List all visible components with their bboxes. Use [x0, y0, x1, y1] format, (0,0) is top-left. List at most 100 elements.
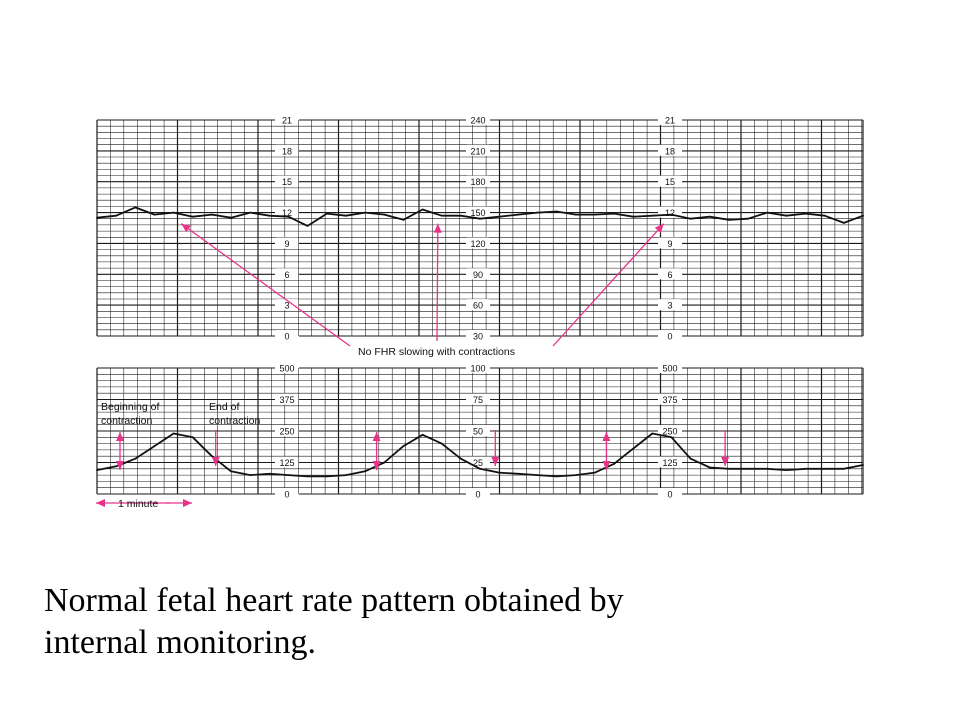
uc-tick-label: 0 [284, 490, 289, 500]
fhr-tick-label: 180 [470, 177, 485, 187]
fhr-trace-point [689, 217, 692, 220]
fhr-trace-point [823, 214, 826, 217]
fhr-trace-point [766, 211, 769, 214]
uc-trace-point [594, 471, 596, 474]
fhr-trace-point [804, 212, 807, 215]
fhr-tick-label-bg [467, 114, 489, 125]
fhr-trace-point [345, 214, 347, 217]
uc-tick-label-bg [659, 425, 681, 436]
fhr-tick-label-bg [467, 144, 489, 156]
fhr-annotation-arrow-head [181, 223, 191, 233]
uc-trace-point [728, 467, 730, 470]
fhr-tick-label-bg [467, 268, 489, 280]
fhr-trace-point [306, 225, 309, 227]
fhr-tick-label: 6 [284, 270, 289, 280]
contraction-begin-arrow-head [116, 432, 124, 441]
fhr-tick-label: 21 [282, 116, 292, 126]
fhr-tick-label-bg [276, 299, 298, 311]
fhr-trace-point [728, 218, 730, 221]
uc-trace-point [96, 469, 98, 471]
fhr-tick-label-bg [659, 144, 681, 156]
fhr-trace-point [498, 215, 501, 218]
fhr-tick-label-bg [659, 299, 681, 311]
uc-trace-point [498, 471, 501, 474]
fhr-tick-label: 18 [282, 146, 292, 156]
uc-tick-label-bg [276, 393, 298, 405]
uc-trace-point [651, 432, 654, 435]
uc-tick-label-bg [467, 425, 489, 436]
fhr-tick-label: 60 [473, 301, 483, 311]
uc-tick-label: 75 [473, 395, 483, 405]
fhr-trace-point [459, 214, 462, 217]
fhr-tick-label-bg [467, 206, 489, 218]
fhr-trace-point [115, 214, 118, 217]
fhr-tick-label-bg [467, 175, 489, 187]
uc-trace-point [785, 469, 788, 471]
uc-trace-point [440, 442, 443, 445]
fhr-trace-point [747, 217, 749, 220]
fhr-trace-point [402, 218, 405, 221]
time-scale-label: 1 minute [118, 498, 158, 510]
fhr-tick-label: 210 [470, 146, 485, 156]
fhr-trace-point [421, 208, 424, 211]
uc-tick-label: 500 [279, 364, 294, 374]
fhr-tick-label-bg [659, 237, 681, 249]
fhr-tick-label-bg [467, 330, 489, 341]
uc-trace-point [708, 466, 711, 469]
uc-tick-label-bg [276, 425, 298, 436]
fhr-trace-point [708, 215, 711, 218]
uc-trace-point [172, 432, 175, 435]
uc-trace-point [555, 475, 558, 478]
uc-tick-label: 250 [662, 427, 677, 437]
fhr-trace-point [862, 214, 864, 217]
fhr-trace-point [96, 216, 98, 219]
fhr-trace-point [325, 212, 328, 215]
fhr-tick-label-bg [276, 237, 298, 249]
fhr-tick-label-bg [659, 330, 681, 341]
fhr-trace-point [383, 213, 386, 216]
uc-trace-point [536, 474, 539, 476]
fhr-tick-label-bg [276, 268, 298, 280]
fhr-trace-point [785, 214, 788, 217]
fhr-tick-label-bg [276, 144, 298, 156]
uc-trace-point [632, 447, 635, 450]
uc-tick-label-bg [276, 362, 298, 373]
fhr-tick-label: 9 [284, 239, 289, 249]
uc-trace-point [670, 436, 673, 439]
uc-trace-point [613, 462, 615, 465]
fhr-tick-label: 240 [470, 116, 485, 126]
fhr-trace-point [211, 213, 213, 216]
uc-trace-point [153, 445, 156, 447]
fhr-tick-label-bg [276, 175, 298, 187]
fhr-trace-point [632, 215, 635, 218]
fhr-tick-label: 120 [470, 239, 485, 249]
fhr-trace-point [287, 215, 290, 218]
fhr-trace-point [555, 210, 558, 213]
uc-trace-point [421, 433, 424, 436]
contraction-begin-arrow-head [372, 432, 381, 441]
fhr-trace-point [249, 211, 252, 214]
uc-trace-point [268, 472, 271, 475]
contraction-begin-arrow-head [372, 461, 381, 470]
fhr-trace-point [153, 213, 156, 216]
fhr-tick-label: 0 [667, 332, 672, 342]
fhr-trace-point [172, 211, 175, 214]
uc-tick-label-bg [467, 456, 489, 468]
fhr-trace-point [670, 213, 673, 216]
fhr-annotation-arrow-head [654, 223, 664, 233]
fhr-tick-label: 6 [667, 270, 672, 280]
uc-trace-point [383, 461, 386, 464]
fhr-tick-label: 150 [470, 208, 485, 218]
fhr-trace-point [517, 213, 520, 216]
contraction-end-arrow-head [491, 457, 500, 466]
fhr-tick-label-bg [467, 299, 489, 311]
uc-tick-label: 100 [470, 364, 485, 374]
fhr-tick-label: 0 [284, 332, 289, 342]
uc-trace-point [843, 467, 845, 470]
fhr-trace-point [268, 214, 271, 217]
contraction-end-arrow-head [211, 457, 220, 466]
uc-tick-label-bg [467, 393, 489, 405]
fhr-trace-point [479, 217, 481, 220]
uc-trace-point [325, 475, 328, 478]
